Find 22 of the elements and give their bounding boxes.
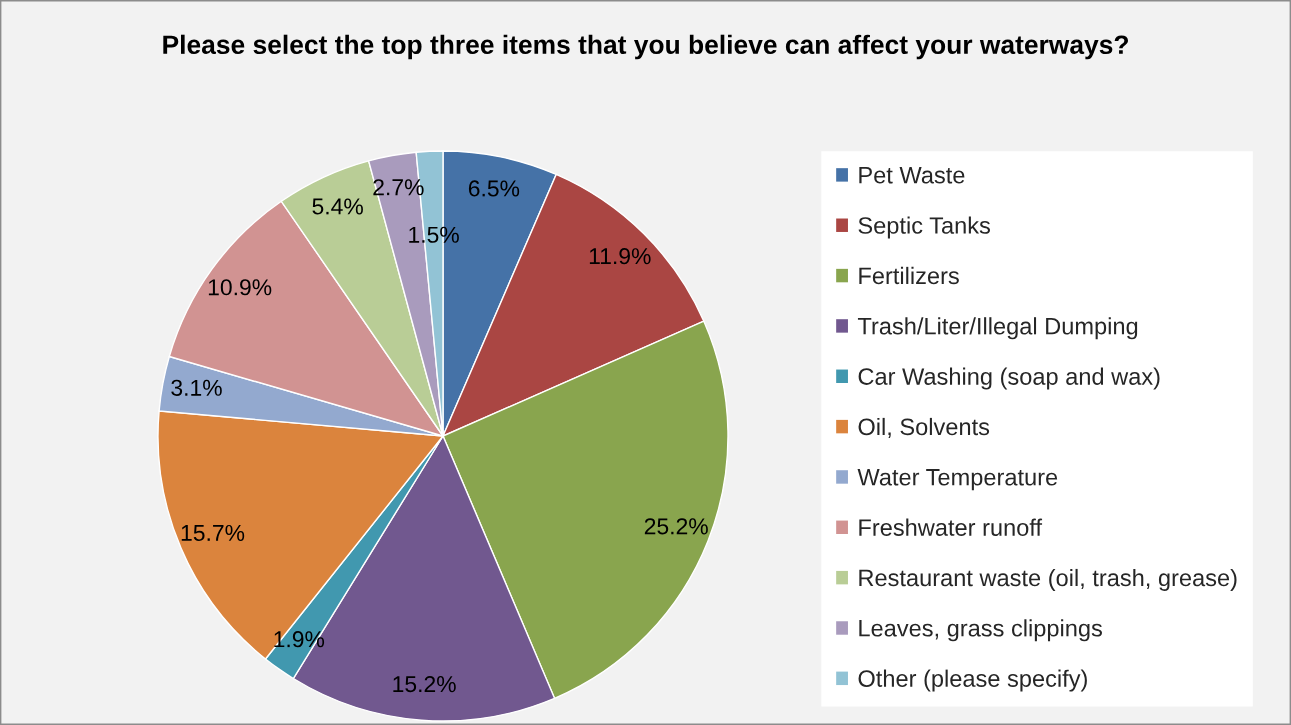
data-label: 1.5% bbox=[409, 226, 459, 243]
legend-label: Car Washing (soap and wax) bbox=[858, 367, 1160, 390]
chart-title: Please select the top three items that you believe can affect your waterways? bbox=[163, 34, 1128, 60]
legend-label: Water Temperature bbox=[857, 469, 1058, 491]
legend-label: Leaves, grass clippings bbox=[859, 619, 1102, 642]
data-label: 15.2% bbox=[393, 676, 456, 693]
data-label: 5.4% bbox=[312, 198, 363, 215]
data-label: 25.2% bbox=[644, 518, 708, 535]
legend-label: Oil, Solvents bbox=[858, 417, 990, 439]
data-label: 2.7% bbox=[373, 179, 424, 196]
data-label: 6.5% bbox=[468, 180, 520, 197]
legend-label: Fertilizers bbox=[859, 266, 959, 285]
legend-label: Freshwater runoff bbox=[859, 518, 1043, 536]
data-label: 3.1% bbox=[171, 379, 222, 396]
legend-label: Trash/Liter/Illegal Dumping bbox=[857, 317, 1138, 340]
data-label: 15.7% bbox=[181, 524, 245, 542]
data-label: 10.9% bbox=[208, 279, 272, 296]
legend-label: Pet Waste bbox=[859, 167, 965, 184]
data-label: 11.9% bbox=[589, 248, 651, 265]
legend-label: Other (please specify) bbox=[858, 669, 1087, 692]
legend-label: Restaurant waste (oil, trash, grease) bbox=[859, 568, 1237, 591]
legend-label: Septic Tanks bbox=[858, 216, 990, 239]
